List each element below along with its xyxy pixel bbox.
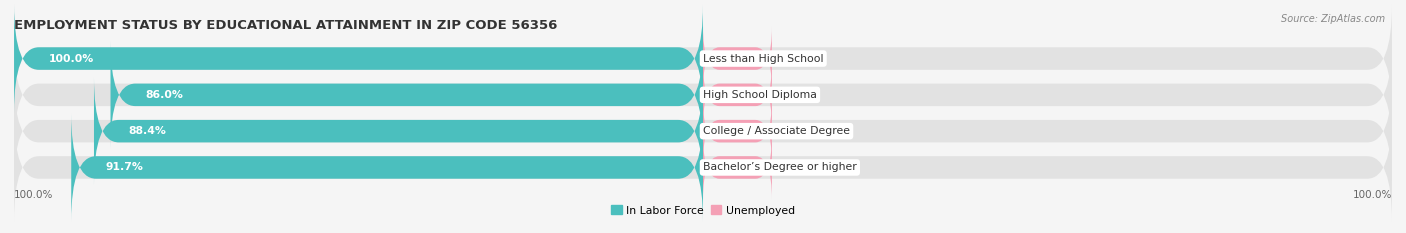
Text: Source: ZipAtlas.com: Source: ZipAtlas.com — [1281, 14, 1385, 24]
FancyBboxPatch shape — [703, 99, 772, 164]
Text: Bachelor’s Degree or higher: Bachelor’s Degree or higher — [703, 162, 856, 172]
Text: 100.0%: 100.0% — [14, 190, 53, 200]
FancyBboxPatch shape — [703, 135, 772, 200]
FancyBboxPatch shape — [14, 4, 703, 113]
FancyBboxPatch shape — [14, 4, 1392, 113]
Text: 0.0%: 0.0% — [793, 162, 820, 172]
FancyBboxPatch shape — [72, 113, 703, 222]
FancyBboxPatch shape — [94, 77, 703, 185]
Text: 0.0%: 0.0% — [793, 126, 820, 136]
Text: College / Associate Degree: College / Associate Degree — [703, 126, 851, 136]
FancyBboxPatch shape — [111, 41, 703, 149]
Text: 100.0%: 100.0% — [48, 54, 94, 64]
Text: High School Diploma: High School Diploma — [703, 90, 817, 100]
Text: 86.0%: 86.0% — [145, 90, 183, 100]
Legend: In Labor Force, Unemployed: In Labor Force, Unemployed — [607, 201, 799, 220]
FancyBboxPatch shape — [14, 113, 1392, 222]
Text: 0.0%: 0.0% — [793, 90, 820, 100]
Text: EMPLOYMENT STATUS BY EDUCATIONAL ATTAINMENT IN ZIP CODE 56356: EMPLOYMENT STATUS BY EDUCATIONAL ATTAINM… — [14, 19, 557, 32]
FancyBboxPatch shape — [703, 26, 772, 91]
FancyBboxPatch shape — [14, 41, 1392, 149]
Text: Less than High School: Less than High School — [703, 54, 824, 64]
Text: 100.0%: 100.0% — [1353, 190, 1392, 200]
Text: 88.4%: 88.4% — [128, 126, 166, 136]
FancyBboxPatch shape — [703, 62, 772, 127]
Text: 0.0%: 0.0% — [793, 54, 820, 64]
Text: 91.7%: 91.7% — [105, 162, 143, 172]
FancyBboxPatch shape — [14, 77, 1392, 185]
